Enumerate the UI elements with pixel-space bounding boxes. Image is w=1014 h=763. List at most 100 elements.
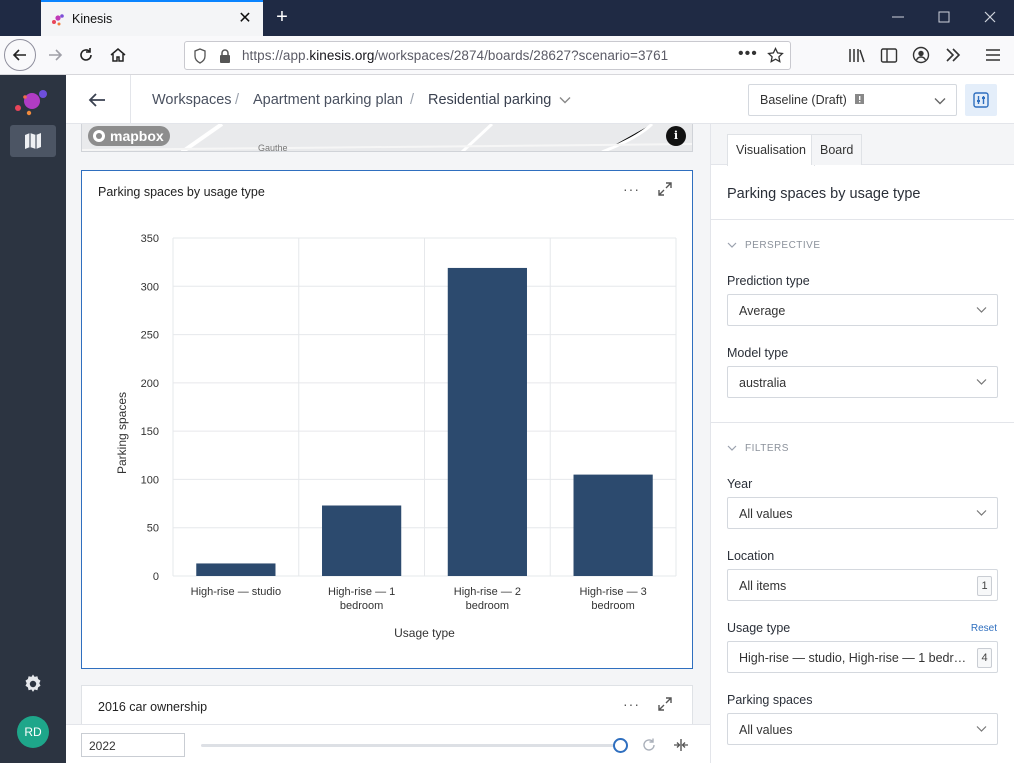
prediction-type-select[interactable]: Average	[727, 294, 998, 326]
user-avatar[interactable]: RD	[17, 716, 49, 748]
minimize-icon[interactable]	[883, 6, 913, 28]
account-icon[interactable]	[912, 46, 930, 64]
expand-icon[interactable]	[658, 182, 672, 196]
browser-tab[interactable]: Kinesis ✕	[41, 0, 263, 36]
model-type-label: Model type	[727, 346, 789, 360]
back-arrow-icon[interactable]	[86, 89, 108, 111]
browser-back-icon[interactable]	[4, 39, 36, 71]
url-text: https://app.kinesis.org/workspaces/2874/…	[242, 48, 669, 63]
location-count-badge: 1	[977, 576, 992, 596]
maximize-icon[interactable]	[929, 6, 959, 28]
y-tick-label: 300	[141, 281, 159, 293]
app-left-rail: RD	[0, 75, 66, 763]
parking-spaces-filter-select[interactable]: All values	[727, 713, 998, 745]
y-tick-label: 350	[141, 233, 159, 245]
timeline-bar: 2022	[66, 724, 710, 763]
hamburger-menu-icon[interactable]	[985, 47, 1001, 63]
scenario-select[interactable]: Baseline (Draft)	[748, 84, 957, 116]
breadcrumb-separator: /	[410, 92, 415, 108]
sidebar-icon[interactable]	[880, 47, 898, 64]
prediction-type-value: Average	[739, 304, 786, 318]
scenario-label: Baseline (Draft)	[760, 93, 865, 107]
location-filter-label: Location	[727, 549, 775, 563]
tab-title: Kinesis	[72, 12, 113, 26]
breadcrumb-workspaces[interactable]: Workspaces	[152, 92, 232, 108]
chevron-down-icon	[976, 379, 987, 385]
board-content: mapbox Gauthe i Parking spaces by usage …	[66, 124, 710, 724]
reset-time-icon[interactable]	[641, 737, 657, 753]
home-icon[interactable]	[103, 40, 133, 70]
year-filter-select[interactable]: All values	[727, 497, 998, 529]
perspective-heading: PERSPECTIVE	[745, 240, 821, 251]
parking-spaces-filter-label: Parking spaces	[727, 693, 813, 707]
map-view[interactable]: mapbox Gauthe i	[81, 124, 693, 152]
car-ownership-card-title: 2016 car ownership	[98, 700, 208, 714]
compare-split-icon[interactable]	[673, 737, 689, 753]
shield-icon[interactable]	[193, 48, 207, 64]
browser-titlebar: Kinesis ✕ +	[0, 0, 1014, 36]
y-axis-title: Parking spaces	[115, 392, 129, 474]
reload-icon[interactable]	[71, 40, 101, 70]
card-more-icon[interactable]: ···	[623, 696, 640, 712]
window-close-icon[interactable]	[975, 6, 1005, 28]
filters-heading: FILTERS	[745, 443, 789, 454]
x-tick-label: High-rise — 1 bedroom	[328, 586, 395, 612]
map-road-label: Gauthe	[258, 143, 288, 152]
y-tick-label: 250	[141, 330, 159, 342]
browser-navbar: https://app.kinesis.org/workspaces/2874/…	[0, 36, 1014, 75]
timeline-slider-track[interactable]	[201, 744, 621, 747]
year-input[interactable]: 2022	[81, 733, 185, 757]
mapbox-mark-icon	[93, 130, 105, 142]
chevron-down-icon	[976, 510, 987, 516]
kinesis-logo-icon[interactable]	[14, 88, 52, 116]
x-tick-label: High-rise — 3 bedroom	[580, 586, 647, 612]
perspective-section-toggle[interactable]: PERSPECTIVE	[727, 240, 821, 251]
chevron-down-icon	[934, 98, 946, 105]
new-tab-icon[interactable]: +	[276, 6, 288, 28]
bar	[322, 505, 402, 576]
panel-toggle-button[interactable]	[965, 84, 997, 116]
tab-visualisation[interactable]: Visualisation	[727, 134, 815, 166]
chart-card[interactable]: Parking spaces by usage type ··· 0 50 100 1…	[81, 170, 693, 669]
map-roads	[82, 124, 692, 151]
tab-close-icon[interactable]: ✕	[238, 10, 252, 27]
model-type-select[interactable]: australia	[727, 366, 998, 398]
expand-icon[interactable]	[658, 697, 672, 711]
overflow-chevrons-icon[interactable]	[945, 47, 961, 63]
url-bar[interactable]: https://app.kinesis.org/workspaces/2874/…	[184, 41, 791, 70]
lock-icon[interactable]	[219, 48, 231, 64]
model-type-value: australia	[739, 376, 787, 390]
card-more-icon[interactable]: ···	[623, 181, 640, 197]
year-filter-label: Year	[727, 477, 753, 491]
chevron-down-icon	[976, 307, 987, 313]
map-icon	[25, 133, 41, 149]
timeline-slider-thumb[interactable]	[613, 738, 628, 753]
car-ownership-card[interactable]: 2016 car ownership ···	[81, 685, 693, 724]
location-filter-select[interactable]: All items 1	[727, 569, 998, 601]
bar	[196, 563, 276, 576]
map-info-icon[interactable]: i	[666, 126, 686, 146]
breadcrumb-residential-parking[interactable]: Residential parking	[428, 92, 571, 108]
page-actions-icon[interactable]: •••	[738, 45, 758, 62]
prediction-type-label: Prediction type	[727, 274, 810, 288]
breadcrumb-apartment-parking-plan[interactable]: Apartment parking plan	[253, 92, 403, 108]
library-icon[interactable]	[848, 47, 866, 64]
filters-section-toggle[interactable]: FILTERS	[727, 443, 789, 454]
breadcrumb-separator: /	[235, 92, 240, 108]
bar	[447, 267, 527, 576]
usage-type-reset-link[interactable]: Reset	[970, 623, 997, 634]
usage-type-filter-select[interactable]: High-rise — studio, High-rise — 1 bedroo…	[727, 641, 998, 673]
settings-panel: Visualisation Board Parking spaces by us…	[710, 124, 1014, 763]
usage-type-filter-value: High-rise — studio, High-rise — 1 bedroo…	[739, 651, 971, 665]
settings-gear-icon[interactable]	[22, 673, 44, 695]
bookmark-star-icon[interactable]	[767, 47, 784, 64]
usage-type-filter-label: Usage type	[727, 621, 791, 635]
location-filter-value: All items	[739, 579, 787, 593]
rail-item-map[interactable]	[10, 125, 56, 157]
tab-board[interactable]: Board	[811, 134, 863, 165]
chevron-down-icon	[727, 242, 737, 248]
bar-chart: 0 50 100 150 200 250 300 350 High-rise — studio H…	[115, 233, 677, 640]
browser-forward-icon[interactable]	[40, 40, 70, 70]
kinesis-favicon-icon	[52, 14, 64, 26]
chevron-down-icon	[976, 726, 987, 732]
